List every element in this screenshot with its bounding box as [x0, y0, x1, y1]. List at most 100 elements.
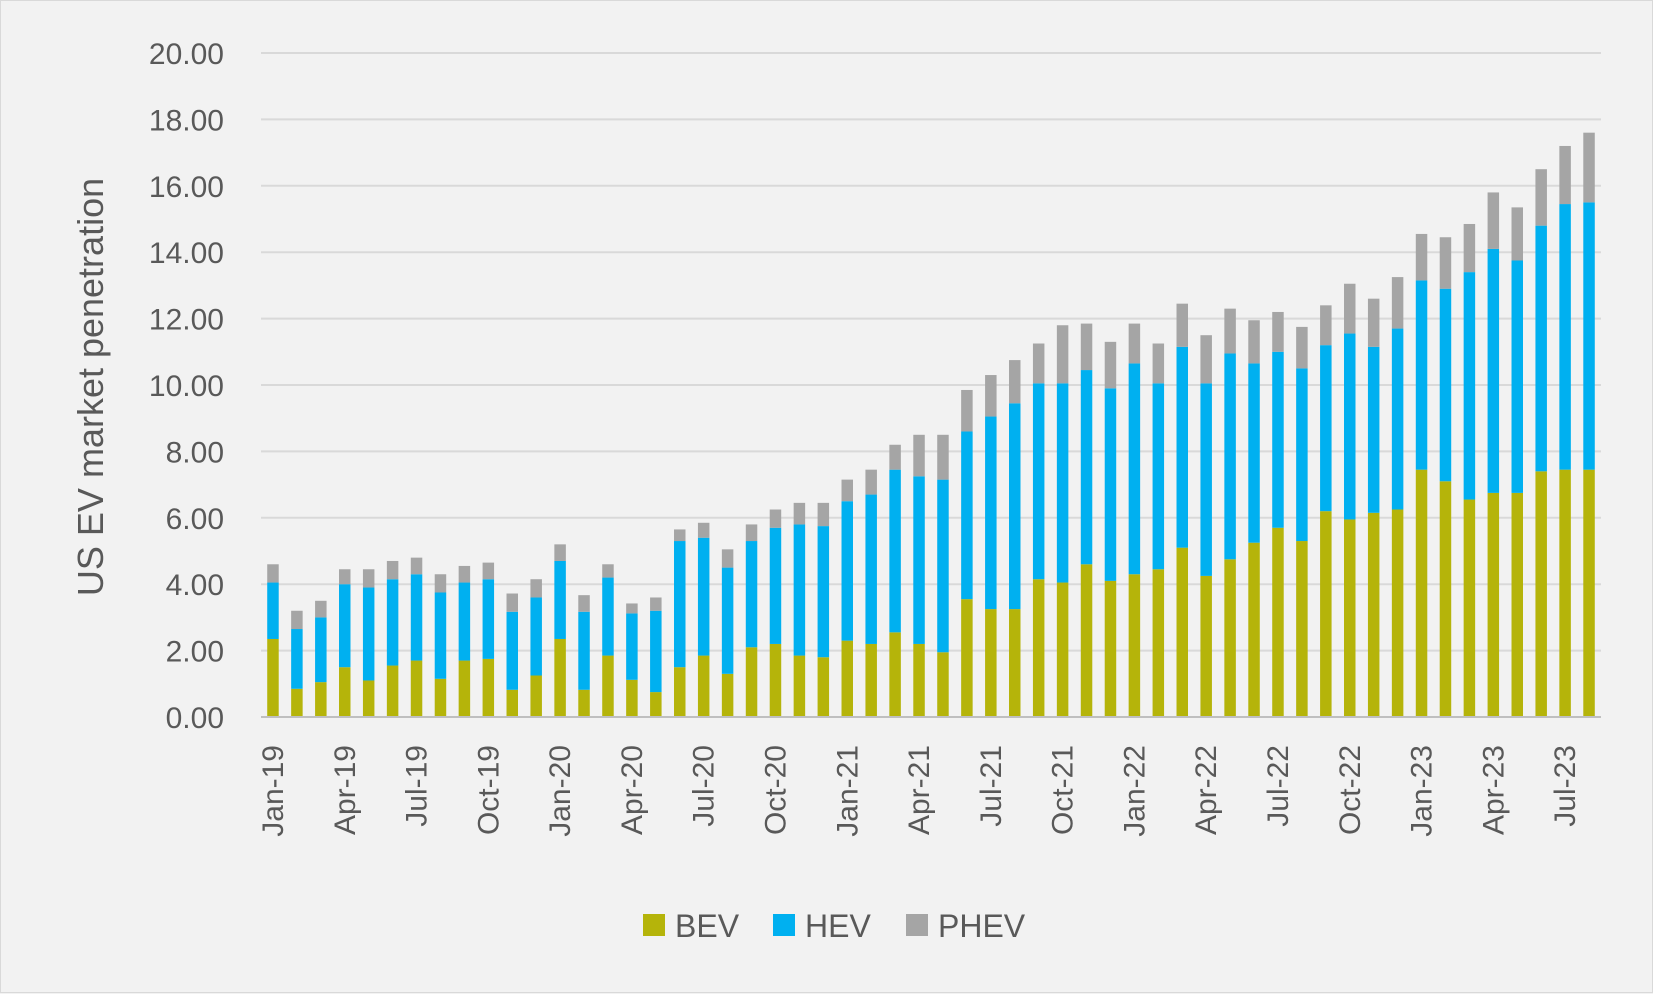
bar-hev-may-20 [650, 610, 662, 693]
x-tick-label: Jan-22 [1118, 745, 1151, 837]
bar-bev-may-20 [650, 692, 662, 717]
bar-bev-oct-20 [769, 643, 782, 717]
bar-phev-oct-21 [1056, 325, 1069, 384]
bar-bev-may-23 [1511, 492, 1523, 717]
bar-bev-jan-22 [1128, 574, 1141, 717]
bar-phev-sep-21 [1032, 343, 1045, 384]
bar-bev-mar-22 [1176, 547, 1188, 717]
bar-phev-may-22 [1224, 308, 1236, 354]
bar-bev-sep-20 [745, 647, 758, 717]
bar-hev-dec-22 [1391, 328, 1404, 510]
y-tick-label: 18.00 [149, 104, 224, 137]
bar-hev-aug-22 [1296, 368, 1308, 542]
bar-hev-sep-22 [1320, 345, 1332, 512]
x-tick-labels: Jan-19 Apr-19 Jul-19 Oct-19 Jan-20 Apr-20 Jul-… [257, 745, 1582, 837]
bar-hev-mar-22 [1176, 346, 1188, 548]
bar-hev-jun-21 [961, 431, 973, 600]
bar-phev-may-20 [650, 597, 662, 611]
bar-phev-dec-19 [530, 579, 542, 598]
bar-phev-jul-23 [1559, 145, 1571, 205]
bar-hev-jan-19 [267, 582, 279, 639]
bar-bev-apr-22 [1200, 575, 1212, 717]
bar-bev-jan-20 [554, 638, 566, 717]
bar-phev-feb-20 [578, 595, 590, 612]
bar-hev-nov-22 [1367, 346, 1380, 513]
bar-hev-nov-21 [1080, 370, 1093, 565]
bar-phev-jun-23 [1535, 169, 1547, 226]
x-tick-label: Jul-20 [688, 745, 721, 827]
bar-bev-feb-23 [1439, 481, 1452, 717]
bar-hev-apr-22 [1200, 383, 1212, 576]
bar-bev-apr-20 [626, 679, 638, 717]
bar-hev-jul-20 [697, 537, 710, 656]
bar-bev-oct-19 [482, 658, 495, 717]
legend-swatch-hev [773, 914, 795, 936]
bar-bev-oct-22 [1344, 519, 1356, 717]
bar-phev-aug-20 [721, 549, 734, 568]
bar-bev-may-21 [937, 652, 949, 717]
legend-swatch-bev [643, 914, 665, 936]
legend-label-phev: PHEV [938, 908, 1026, 944]
bar-bev-aug-23 [1583, 469, 1595, 717]
bar-bev-mar-21 [889, 632, 901, 717]
bar-phev-jul-21 [985, 375, 997, 417]
bar-bev-dec-20 [817, 657, 830, 717]
bar-bev-dec-21 [1104, 580, 1117, 717]
bar-phev-apr-21 [913, 434, 925, 477]
bar-phev-jan-19 [267, 564, 279, 583]
bar-bev-mar-23 [1463, 499, 1476, 717]
x-tick-label: Jul-21 [975, 745, 1008, 827]
bar-phev-jul-22 [1272, 311, 1284, 352]
legend-label-bev: BEV [675, 908, 740, 944]
bar-bev-jul-23 [1559, 469, 1571, 717]
bar-bev-jun-22 [1248, 542, 1260, 717]
bar-phev-feb-22 [1152, 343, 1165, 384]
bar-hev-oct-20 [769, 527, 782, 644]
bar-phev-apr-20 [626, 603, 638, 614]
bar-phev-dec-21 [1104, 341, 1117, 389]
legend-swatch-phev [906, 914, 928, 936]
x-tick-label: Apr-21 [903, 745, 936, 835]
bar-hev-oct-22 [1344, 333, 1356, 520]
bar-hev-jul-21 [985, 416, 997, 610]
bar-hev-apr-21 [913, 476, 925, 644]
bar-phev-oct-20 [769, 509, 782, 528]
bar-bev-feb-20 [578, 689, 590, 717]
y-tick-label: 0.00 [166, 702, 224, 735]
bars [267, 132, 1595, 717]
bar-bev-sep-19 [458, 660, 471, 717]
bar-phev-jan-21 [841, 479, 853, 502]
bar-bev-jan-21 [841, 640, 853, 717]
bar-bev-jun-23 [1535, 471, 1547, 717]
bar-phev-jan-22 [1128, 323, 1141, 364]
bar-phev-feb-23 [1439, 237, 1452, 289]
bar-bev-apr-23 [1487, 492, 1500, 717]
bar-bev-jul-21 [985, 609, 997, 717]
bar-hev-feb-23 [1439, 288, 1452, 482]
bar-bev-jul-20 [697, 655, 710, 717]
bar-hev-aug-23 [1583, 202, 1595, 470]
bar-hev-mar-20 [602, 577, 614, 656]
bar-phev-jul-19 [410, 557, 423, 575]
bar-phev-feb-19 [291, 610, 303, 630]
bar-hev-may-21 [937, 479, 949, 653]
x-tick-label: Jul-23 [1549, 745, 1582, 827]
bar-hev-feb-22 [1152, 383, 1165, 570]
bar-bev-oct-21 [1056, 582, 1069, 717]
bar-phev-mar-23 [1463, 223, 1476, 273]
bar-bev-nov-20 [793, 655, 806, 717]
bar-hev-aug-21 [1009, 403, 1021, 610]
bar-bev-jan-19 [267, 638, 279, 717]
bar-phev-may-21 [937, 434, 949, 480]
bar-bev-dec-19 [530, 675, 542, 717]
bar-bev-jul-22 [1272, 527, 1284, 717]
bar-bev-sep-21 [1032, 579, 1045, 717]
bar-phev-mar-21 [889, 444, 901, 470]
legend-label-hev: HEV [805, 908, 871, 944]
bar-bev-feb-21 [865, 643, 877, 717]
y-tick-label: 8.00 [166, 436, 224, 469]
bar-phev-aug-21 [1009, 360, 1021, 404]
bar-phev-oct-22 [1344, 283, 1356, 334]
bar-hev-jan-23 [1415, 280, 1428, 470]
bar-bev-may-19 [362, 680, 375, 717]
